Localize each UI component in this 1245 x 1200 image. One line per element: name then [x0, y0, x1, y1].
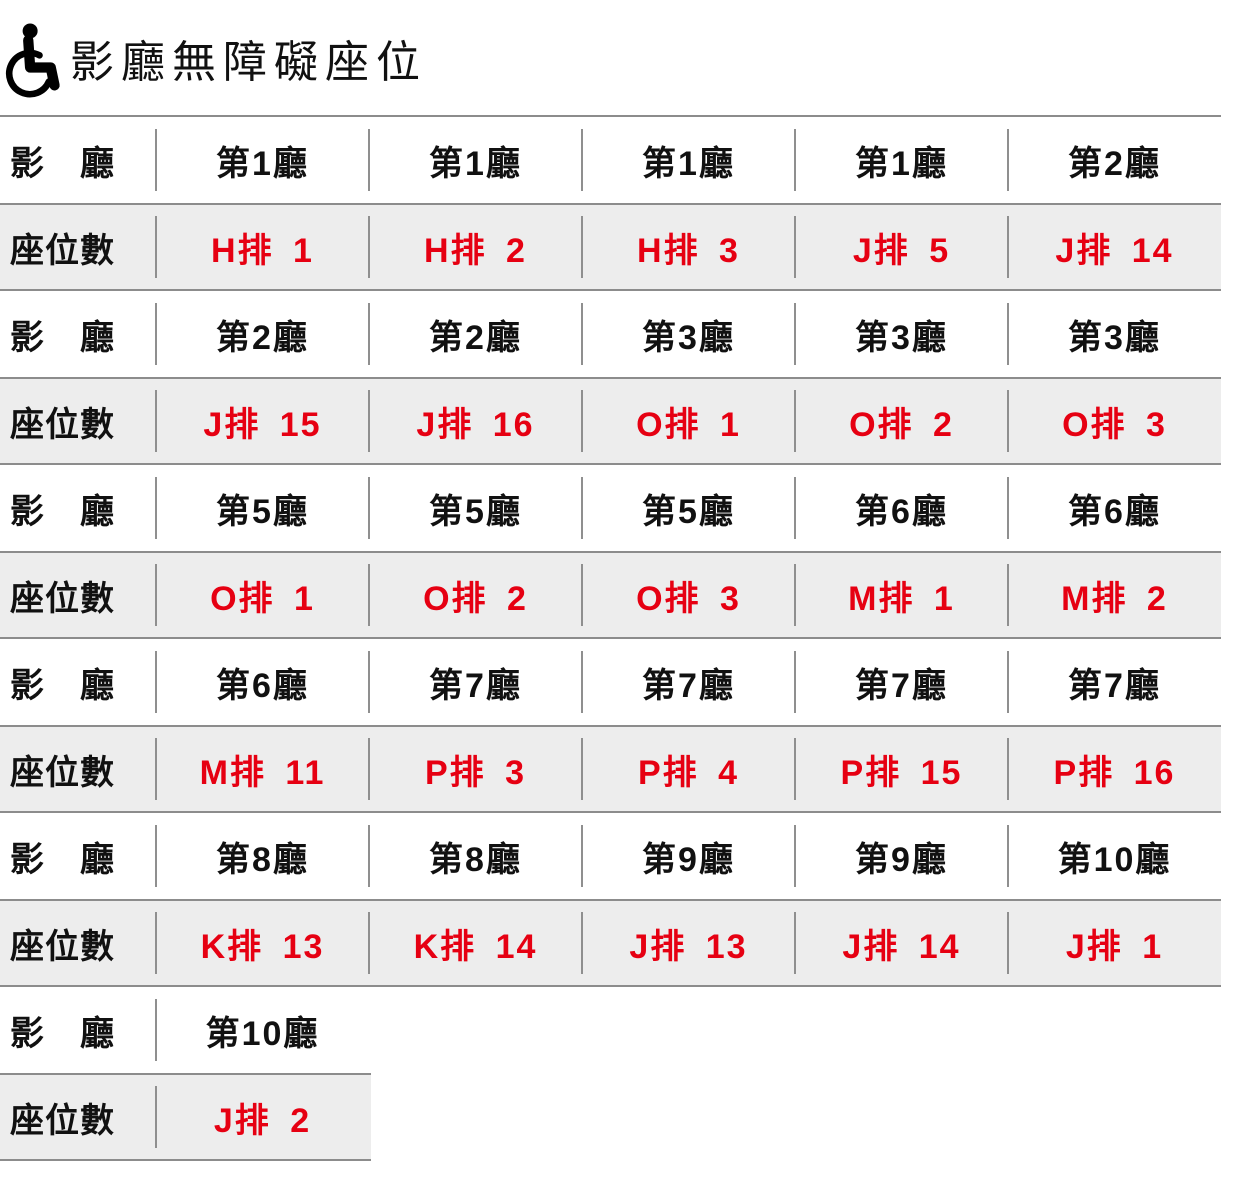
- theater-row: 影 廳 第2廳 第2廳 第3廳 第3廳 第3廳: [0, 291, 1221, 377]
- seats-row: 座位數 H排 1 H排 2 H排 3 J排 5 J排 14: [0, 203, 1221, 291]
- seat-cell: O排 1: [156, 553, 369, 637]
- seat-cell: J排 14: [1008, 205, 1221, 289]
- seat-cell: J排 1: [1008, 901, 1221, 985]
- theater-cell: 第6廳: [1008, 465, 1221, 551]
- theater-cell: 第7廳: [795, 639, 1008, 725]
- theater-cell: 第2廳: [156, 291, 369, 377]
- theater-cell: 第7廳: [582, 639, 795, 725]
- theater-cell: 第10廳: [1008, 813, 1221, 899]
- seats-row-label: 座位數: [10, 231, 115, 270]
- theater-row: 影 廳 第1廳 第1廳 第1廳 第1廳 第2廳: [0, 117, 1221, 203]
- seats-row: 座位數 K排 13 K排 14 J排 13 J排 14 J排 1: [0, 899, 1221, 987]
- theater-cell: 第6廳: [156, 639, 369, 725]
- theater-cell: 第8廳: [369, 813, 582, 899]
- theater-cell: 第2廳: [369, 291, 582, 377]
- theater-row: 影 廳 第8廳 第8廳 第9廳 第9廳 第10廳: [0, 813, 1221, 899]
- seat-cell: P排 16: [1008, 727, 1221, 811]
- theater-row-label: 影 廳: [10, 318, 115, 357]
- seat-cell: O排 2: [795, 379, 1008, 463]
- theater-cell: 第7廳: [1008, 639, 1221, 725]
- seats-row-label: 座位數: [10, 579, 115, 618]
- theater-row-label: 影 廳: [10, 1014, 115, 1053]
- theater-row-label: 影 廳: [10, 840, 115, 879]
- seat-cell: M排 11: [156, 727, 369, 811]
- accessible-seat-table: 影 廳 第1廳 第1廳 第1廳 第1廳 第2廳 座位數 H排 1 H排 2 H排…: [0, 115, 1221, 1161]
- theater-row: 影 廳 第10廳: [0, 987, 1221, 1073]
- seat-cell: P排 3: [369, 727, 582, 811]
- seat-cell: J排 16: [369, 379, 582, 463]
- seat-cell: M排 2: [1008, 553, 1221, 637]
- seats-row: 座位數 O排 1 O排 2 O排 3 M排 1 M排 2: [0, 551, 1221, 639]
- wheelchair-icon: [6, 22, 60, 97]
- seats-row-label: 座位數: [10, 927, 115, 966]
- title-bar: 影廳無障礙座位: [0, 0, 1245, 115]
- theater-cell: 第5廳: [156, 465, 369, 551]
- theater-cell: 第9廳: [795, 813, 1008, 899]
- seats-row-label: 座位數: [10, 405, 115, 444]
- seat-cell: J排 13: [582, 901, 795, 985]
- theater-cell: 第3廳: [1008, 291, 1221, 377]
- seat-cell: M排 1: [795, 553, 1008, 637]
- seat-cell: O排 1: [582, 379, 795, 463]
- theater-row-label: 影 廳: [10, 666, 115, 705]
- seat-cell: P排 15: [795, 727, 1008, 811]
- theater-cell: 第8廳: [156, 813, 369, 899]
- seat-cell: J排 5: [795, 205, 1008, 289]
- seat-cell: H排 1: [156, 205, 369, 289]
- seat-cell: J排 15: [156, 379, 369, 463]
- seat-cell: H排 2: [369, 205, 582, 289]
- page-title: 影廳無障礙座位: [70, 37, 427, 87]
- theater-cell: 第10廳: [156, 987, 369, 1073]
- seats-row-label: 座位數: [10, 753, 115, 792]
- theater-cell: 第1廳: [369, 117, 582, 203]
- seat-cell: P排 4: [582, 727, 795, 811]
- theater-cell: 第1廳: [795, 117, 1008, 203]
- seats-row: 座位數 J排 15 J排 16 O排 1 O排 2 O排 3: [0, 377, 1221, 465]
- seat-cell: O排 2: [369, 553, 582, 637]
- theater-row: 影 廳 第6廳 第7廳 第7廳 第7廳 第7廳: [0, 639, 1221, 725]
- seat-cell: O排 3: [1008, 379, 1221, 463]
- theater-row: 影 廳 第5廳 第5廳 第5廳 第6廳 第6廳: [0, 465, 1221, 551]
- theater-cell: 第9廳: [582, 813, 795, 899]
- theater-row-label: 影 廳: [10, 144, 115, 183]
- theater-cell: 第5廳: [582, 465, 795, 551]
- theater-cell: 第1廳: [582, 117, 795, 203]
- seats-row: 座位數 J排 2: [0, 1073, 371, 1161]
- theater-cell: 第5廳: [369, 465, 582, 551]
- seat-cell: K排 13: [156, 901, 369, 985]
- seat-cell: O排 3: [582, 553, 795, 637]
- seat-cell: K排 14: [369, 901, 582, 985]
- seat-cell: H排 3: [582, 205, 795, 289]
- theater-cell: 第1廳: [156, 117, 369, 203]
- theater-cell: 第2廳: [1008, 117, 1221, 203]
- seats-row-label: 座位數: [10, 1101, 115, 1140]
- theater-cell: 第6廳: [795, 465, 1008, 551]
- theater-cell: 第7廳: [369, 639, 582, 725]
- seat-cell: J排 14: [795, 901, 1008, 985]
- theater-row-label: 影 廳: [10, 492, 115, 531]
- theater-cell: 第3廳: [795, 291, 1008, 377]
- theater-cell: 第3廳: [582, 291, 795, 377]
- seats-row: 座位數 M排 11 P排 3 P排 4 P排 15 P排 16: [0, 725, 1221, 813]
- seat-cell: J排 2: [156, 1075, 369, 1159]
